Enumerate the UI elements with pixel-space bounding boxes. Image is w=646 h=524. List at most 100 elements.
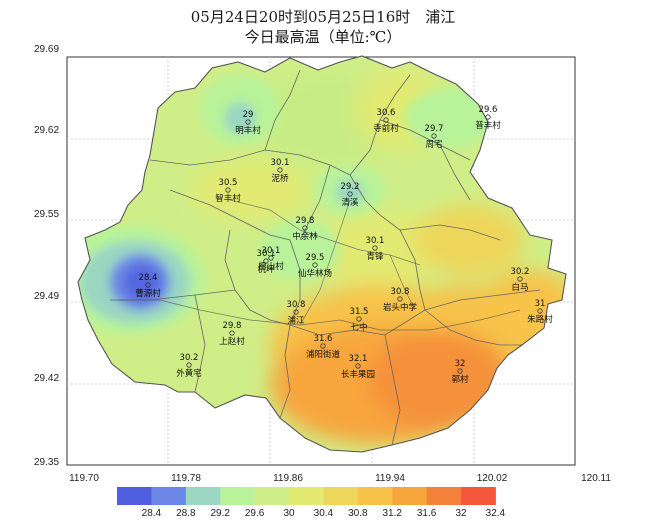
station-marker: 29.8 中余林: [292, 216, 318, 242]
station-value: 30.5: [219, 178, 238, 188]
station-marker: 29.7 周宅: [425, 124, 444, 150]
legend-swatch: [289, 487, 324, 505]
station-name: 外黄宅: [176, 368, 202, 379]
station-name: 曹源村: [135, 288, 161, 299]
station-value: 29.8: [296, 216, 315, 226]
station-value: 29.5: [306, 253, 325, 263]
station-dot: [347, 191, 353, 197]
station-value: 29.8: [223, 321, 242, 331]
station-dot: [537, 308, 543, 314]
station-value: 29.7: [425, 124, 444, 134]
station-value: 30.1: [366, 236, 385, 246]
legend-swatch: [426, 487, 462, 505]
station-marker: 32 郭村: [451, 359, 469, 385]
station-marker: 30.1 檀山村: [258, 246, 284, 272]
station-value: 31.5: [350, 307, 369, 317]
station-markers: 29 明丰村 30.6 寺前村 29.6 普丰村 29.7 周宅 30.1 泥桥 30.5 智丰村 29…: [135, 105, 553, 385]
legend-swatch: [151, 487, 187, 505]
station-name: 七中: [350, 322, 367, 333]
station-marker: 29.6 普丰村: [475, 105, 501, 131]
station-value: 31.6: [314, 334, 333, 344]
station-marker: 30.6 寺前村: [373, 108, 399, 134]
station-name: 上赵村: [219, 336, 245, 347]
x-tick-label: 119.78: [171, 473, 201, 484]
station-name: 智丰村: [215, 193, 241, 204]
y-tick-label: 29.55: [34, 209, 59, 220]
station-name: 周宅: [425, 139, 442, 150]
station-marker: 30.2 外黄宅: [176, 353, 202, 379]
station-value: 32.1: [349, 354, 368, 364]
station-marker: 29 明丰村: [235, 110, 261, 136]
legend-label: 29.6: [245, 508, 265, 519]
legend-swatch: [254, 487, 290, 505]
x-tick-label: 119.86: [273, 473, 303, 484]
station-dot: [397, 296, 403, 302]
station-marker: 28.4 曹源村: [135, 273, 161, 299]
y-tick-label: 29.49: [34, 291, 59, 302]
station-dot: [293, 309, 299, 315]
x-tick-label: 120.02: [477, 473, 508, 484]
station-marker: 30.1 杭坪: [257, 249, 276, 275]
station-name: 仙华林场: [298, 268, 332, 279]
station-dot: [229, 330, 235, 336]
station-marker: 29.8 上赵村: [219, 321, 245, 347]
station-marker: 31.5 七中: [350, 307, 369, 333]
station-dot: [355, 363, 361, 369]
station-name: 青锋: [366, 251, 384, 262]
legend-swatch: [117, 487, 152, 505]
station-marker: 30.5 智丰村: [215, 178, 241, 204]
station-marker: 30.1 青锋: [366, 236, 385, 262]
station-name: 檀山村: [258, 261, 284, 272]
roads: [120, 199, 521, 331]
station-dot: [245, 119, 251, 125]
station-dot: [268, 255, 274, 261]
x-tick-label: 119.70: [69, 473, 99, 484]
station-name: 普丰村: [475, 120, 501, 131]
y-tick-label: 29.69: [34, 44, 59, 55]
station-dot: [312, 262, 318, 268]
station-marker: 30.1 泥桥: [271, 158, 290, 184]
station-value: 30.8: [287, 300, 306, 310]
legend-swatch: [392, 487, 428, 505]
station-value: 30.1: [262, 246, 281, 256]
legend-swatch: [461, 487, 496, 505]
station-value: 32: [455, 359, 466, 369]
station-value: 28.4: [139, 273, 158, 283]
legend-swatch: [185, 487, 221, 505]
station-value: 30.1: [271, 158, 290, 168]
station-dot: [383, 117, 389, 123]
station-name: 杭坪: [257, 264, 275, 275]
map-subtitle: 今日最高温（单位:℃）: [244, 28, 402, 46]
station-value: 30.2: [511, 267, 530, 277]
station-value: 29.6: [479, 105, 498, 115]
station-dot: [372, 245, 378, 251]
map-title: 05月24日20时到05月25日16时 浦江: [190, 8, 456, 26]
station-marker: 30.2 白马: [511, 267, 530, 293]
station-value: 31: [535, 299, 546, 309]
station-name: 清溪: [341, 197, 359, 208]
station-value: 29.2: [341, 182, 360, 192]
station-marker: 30.8 浦江: [287, 300, 306, 326]
legend-label: 31.2: [382, 508, 402, 519]
legend-label: 30.8: [348, 508, 368, 519]
legend: 28.4 28.8 29.2 29.6 30 30.4 30.8 31.2 31.6 32 32.4: [117, 487, 506, 519]
station-name: 郭村: [451, 374, 469, 385]
station-name: 浦阳街道: [306, 349, 341, 360]
y-tick-label: 29.42: [34, 373, 59, 384]
station-value: 30.1: [257, 249, 276, 259]
legend-label: 32: [455, 508, 467, 519]
county-boundary: [77, 55, 567, 453]
station-name: 白马: [511, 282, 528, 293]
station-dot: [356, 316, 362, 322]
station-marker: 31.6 浦阳街道: [306, 334, 341, 360]
station-marker: 31 朱路村: [527, 299, 553, 325]
x-tick-label: 119.94: [375, 473, 405, 484]
station-dot: [186, 362, 192, 368]
x-tick-label: 120.11: [581, 473, 611, 484]
y-tick-label: 29.62: [34, 125, 59, 136]
station-name: 浦江: [287, 315, 305, 326]
station-dot: [277, 167, 283, 173]
station-dot: [457, 368, 463, 374]
station-dot: [431, 133, 437, 139]
